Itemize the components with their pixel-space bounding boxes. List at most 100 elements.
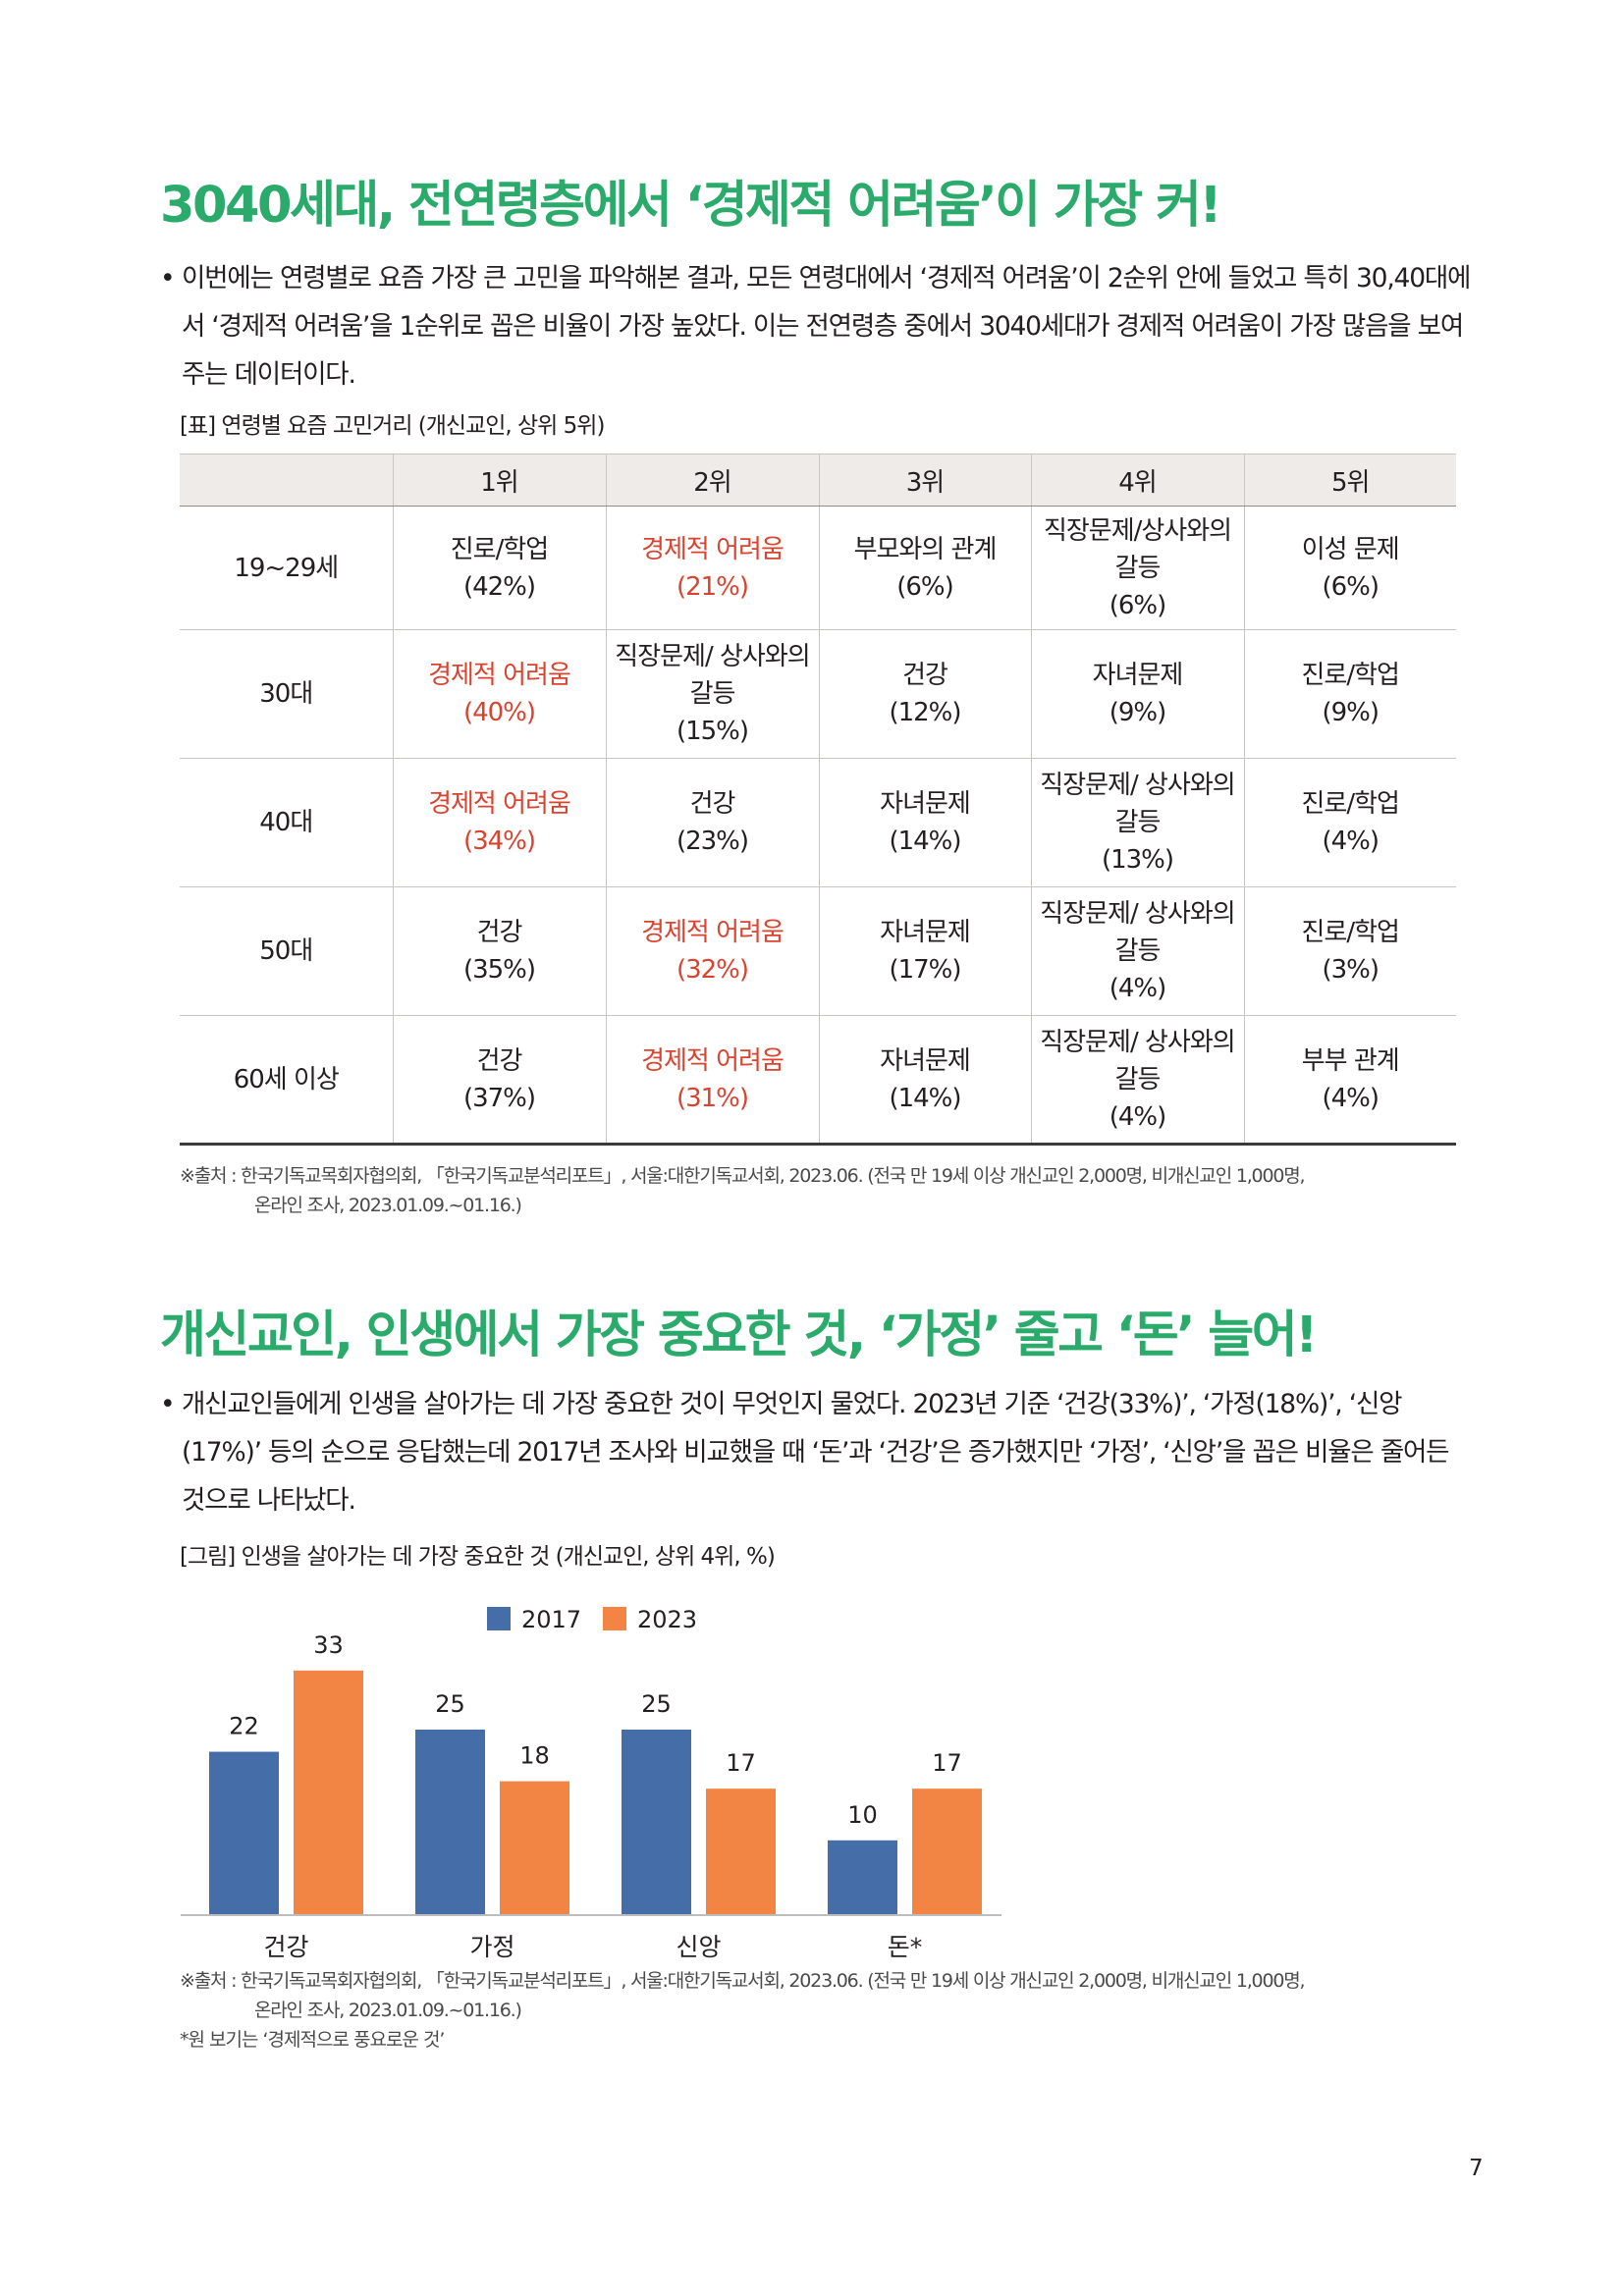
bullet-paragraph: • 이번에는 연령별로 요즘 가장 큰 고민을 파악해본 결과, 모든 연령대에… — [160, 254, 1476, 399]
concern-percent: (13%) — [1101, 845, 1174, 875]
bar-value-label: 25 — [435, 1690, 465, 1718]
concern-label: 건강 — [902, 661, 948, 690]
concern-percent: (17%) — [889, 955, 961, 985]
rank-cell: 진로/학업 (3%) — [1243, 886, 1456, 1016]
concern-label: 부부 관계 — [1301, 1045, 1400, 1076]
category-label: 건강 — [263, 1933, 308, 1961]
concern-label: 직장문제/ 상사와의 갈등 — [1040, 771, 1235, 837]
rank-cell: 자녀문제 (17%) — [818, 886, 1031, 1016]
concern-percent: (6%) — [1322, 571, 1380, 602]
bar-value-label: 10 — [847, 1801, 878, 1829]
concern-percent: (35%) — [462, 955, 536, 985]
category-label: 가정 — [469, 1933, 514, 1961]
table-caption: [표] 연령별 요즘 고민거리 (개신교인, 상위 5위) — [180, 413, 605, 439]
concern-label: 자녀문제 — [880, 918, 971, 947]
concern-label: 경제적 어려움 — [641, 534, 784, 564]
rank-cell: 경제적 어려움 (40%) — [392, 629, 606, 759]
bar-2017 — [828, 1840, 897, 1914]
bar-value-label: 33 — [313, 1631, 344, 1659]
header-cell: 3위 — [818, 454, 1031, 507]
concern-percent: (32%) — [676, 955, 749, 985]
concern-label: 자녀문제 — [880, 1045, 971, 1076]
table-row: 19~29세 진로/학업 (42%) 경제적 어려움 (21%) 부모와의 관계 (6%) 직… — [180, 506, 1456, 630]
figure-caption: [그림] 인생을 살아가는 데 가장 중요한 것 (개신교인, 상위 4위, %… — [180, 1544, 776, 1570]
concern-percent: (15%) — [676, 717, 749, 746]
concern-percent: (21%) — [676, 571, 749, 602]
rank-cell: 경제적 어려움 (32%) — [605, 886, 819, 1016]
rank-cell: 직장문제/ 상사와의 갈등 (13%) — [1030, 758, 1244, 887]
rank-cell: 경제적 어려움 (31%) — [605, 1015, 819, 1146]
concern-label: 진로/학업 — [1301, 661, 1400, 690]
header-cell: 5위 — [1243, 454, 1456, 507]
concern-label: 자녀문제 — [880, 789, 971, 819]
header-cell: 2위 — [605, 454, 819, 507]
rank-cell: 건강 (37%) — [392, 1015, 606, 1146]
rank-cell: 진로/학업 (9%) — [1243, 629, 1456, 759]
header-cell: 4위 — [1030, 454, 1244, 507]
bullet-paragraph: • 개신교인들에게 인생을 살아가는 데 가장 중요한 것이 무엇인지 물었다.… — [160, 1380, 1476, 1524]
concern-label: 진로/학업 — [1301, 918, 1400, 947]
concern-label: 건강 — [476, 1045, 523, 1076]
concern-percent: (4%) — [1109, 1101, 1167, 1132]
bar-2023 — [294, 1670, 363, 1914]
legend-swatch-2023 — [603, 1607, 626, 1630]
rank-cell: 직장문제/ 상사와의 갈등 (4%) — [1030, 886, 1244, 1016]
age-group-cell: 50대 — [180, 886, 393, 1016]
bar-2023 — [500, 1781, 569, 1914]
header-cell: 1위 — [392, 454, 606, 507]
figure-source-note: ※출처 : 한국기독교목회자협의회, 「한국기독교분석리포트」, 서울:대한기독… — [180, 1966, 1306, 2025]
rank-cell: 건강 (12%) — [818, 629, 1031, 759]
rank-cell: 부모와의 관계 (6%) — [818, 506, 1031, 630]
concern-percent: (6%) — [896, 571, 954, 602]
legend-label: 2017 — [521, 1606, 581, 1633]
concern-label: 경제적 어려움 — [428, 661, 571, 690]
concern-percent: (4%) — [1322, 1083, 1380, 1113]
table-row: 50대 건강 (35%) 경제적 어려움 (32%) 자녀문제 (17%) 직장문제/ 상사와… — [180, 886, 1456, 1016]
concern-percent: (3%) — [1322, 955, 1380, 985]
bar-2017 — [622, 1730, 691, 1914]
rank-cell: 경제적 어려움 (34%) — [392, 758, 606, 887]
concern-percent: (42%) — [462, 571, 536, 602]
rank-cell: 자녀문제 (9%) — [1030, 629, 1244, 759]
concern-percent: (37%) — [462, 1083, 536, 1113]
concern-label: 자녀문제 — [1092, 661, 1184, 690]
bar-2017 — [209, 1751, 279, 1914]
figure-footnote: *원 보기는 ‘경제적으로 풍요로운 것’ — [180, 2029, 445, 2051]
concern-label: 직장문제/ 상사와의 갈등 — [1040, 899, 1235, 966]
bar-value-label: 17 — [726, 1749, 756, 1777]
bar-2023 — [912, 1789, 982, 1914]
table-source-note: ※출처 : 한국기독교목회자협의회, 「한국기독교분석리포트」, 서울:대한기독… — [180, 1161, 1306, 1220]
table-row: 40대 경제적 어려움 (34%) 건강 (23%) 자녀문제 (14%) 직장문제/ 상사와… — [180, 758, 1456, 887]
bar-2017 — [415, 1730, 485, 1914]
rank-cell: 건강 (35%) — [392, 886, 606, 1016]
rank-cell: 이성 문제 (6%) — [1243, 506, 1456, 630]
bar-value-label: 17 — [932, 1749, 962, 1777]
rank-cell: 경제적 어려움 (21%) — [605, 506, 819, 630]
bar-2023 — [706, 1789, 776, 1914]
rank-cell: 건강 (23%) — [605, 758, 819, 887]
legend-label: 2023 — [637, 1606, 697, 1633]
section-title: 3040세대, 전연령층에서 ‘경제적 어려움’이 가장 커! — [160, 177, 1222, 235]
age-group-cell: 30대 — [180, 629, 393, 759]
age-group-cell: 40대 — [180, 758, 393, 887]
section-title: 개신교인, 인생에서 가장 중요한 것, ‘가정’ 줄고 ‘돈’ 늘어! — [160, 1307, 1318, 1364]
category-label: 신앙 — [676, 1933, 721, 1961]
bar-value-label: 18 — [519, 1742, 550, 1770]
concern-percent: (40%) — [462, 698, 536, 727]
concern-label: 경제적 어려움 — [428, 789, 571, 819]
concern-label: 부모와의 관계 — [853, 534, 998, 564]
concern-label: 직장문제/ 상사와의 갈등 — [615, 642, 810, 709]
source-line: ※출처 : 한국기독교목회자협의회, 「한국기독교분석리포트」, 서울:대한기독… — [180, 1970, 1306, 1992]
rank-cell: 자녀문제 (14%) — [818, 1015, 1031, 1146]
concern-percent: (6%) — [1109, 590, 1167, 620]
bar-chart: 2017 2023 22 33 건강 25 18 가정 25 17 신앙 10 17 돈* — [181, 1606, 1001, 1961]
concern-label: 진로/학업 — [450, 534, 549, 564]
table-header-row: 1위 2위 3위 4위 5위 — [180, 454, 1456, 507]
rank-cell: 부부 관계 (4%) — [1243, 1015, 1456, 1146]
rank-cell: 직장문제/ 상사와의 갈등 (15%) — [605, 629, 819, 759]
rank-cell: 직장문제/ 상사와의 갈등 (4%) — [1030, 1015, 1244, 1146]
bullet-mark: • — [160, 263, 176, 294]
concern-percent: (31%) — [676, 1083, 749, 1113]
concern-percent: (23%) — [676, 827, 749, 856]
concern-label: 경제적 어려움 — [641, 1045, 784, 1076]
